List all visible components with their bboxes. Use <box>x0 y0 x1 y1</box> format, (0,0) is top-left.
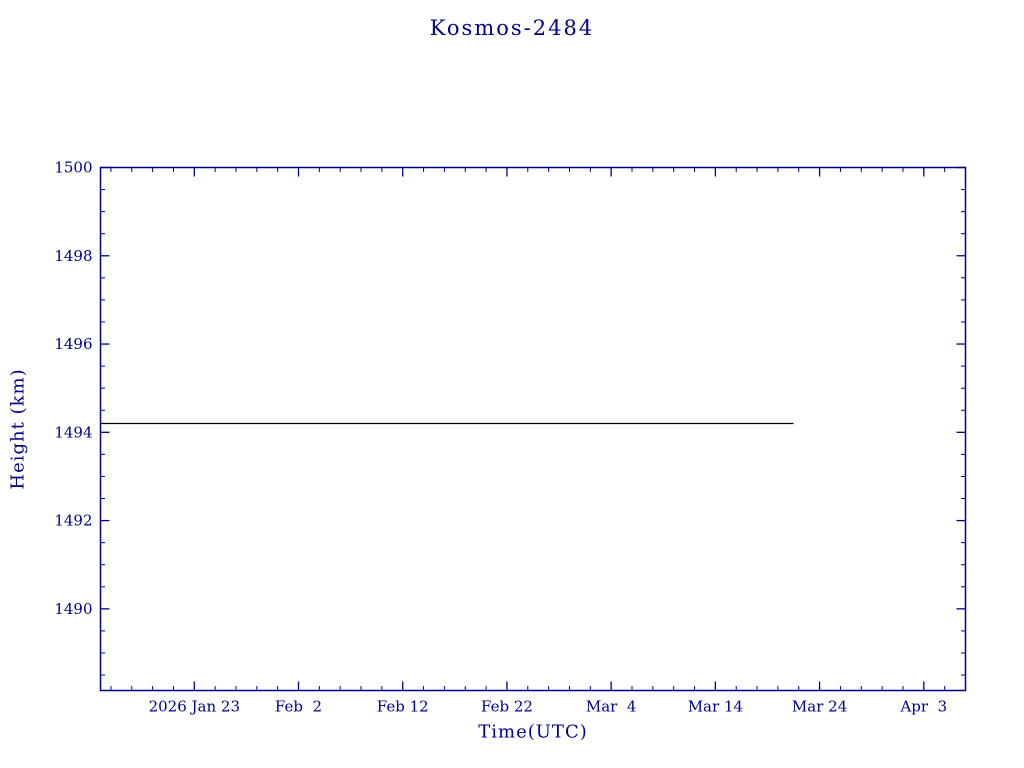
x-tick-label: Mar 24 <box>792 698 847 716</box>
x-tick-label: Feb 22 <box>481 698 533 716</box>
x-tick-label: Mar 14 <box>688 698 743 716</box>
y-tick-label: 1498 <box>54 247 92 265</box>
y-tick-label: 1492 <box>54 512 92 530</box>
plot-frame <box>99 166 967 692</box>
y-axis-label: Height (km) <box>7 368 29 490</box>
y-tick-label: 1500 <box>54 159 92 177</box>
x-tick-label: Mar 4 <box>586 698 637 716</box>
y-tick-label: 1490 <box>54 600 92 618</box>
chart-title: Kosmos-2484 <box>429 16 595 40</box>
x-tick-label: 2026 Jan 23 <box>149 698 240 716</box>
x-tick-label: Feb 12 <box>377 698 429 716</box>
y-tick-label: 1494 <box>54 423 92 441</box>
x-tick-label: Feb 2 <box>275 698 322 716</box>
x-axis-label: Time(UTC) <box>478 721 588 743</box>
y-tick-label: 1496 <box>54 335 92 353</box>
x-tick-label: Apr 3 <box>899 698 947 716</box>
